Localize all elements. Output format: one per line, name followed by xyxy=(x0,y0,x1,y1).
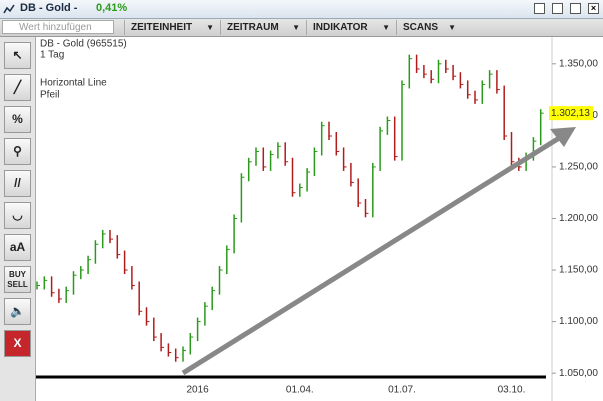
sound-tool[interactable]: 🔈 xyxy=(4,298,31,325)
chart: DB - Gold (965515) 1 Tag Horizontal Line… xyxy=(36,37,598,401)
close-window[interactable]: × xyxy=(588,3,599,14)
window-title: DB - Gold - xyxy=(20,2,78,14)
y-tick-label: 1.150,00 xyxy=(559,265,598,276)
channel-tool[interactable]: // xyxy=(4,170,31,197)
annotation: Horizontal Line xyxy=(40,78,107,89)
percent-tool[interactable]: % xyxy=(4,106,31,133)
restore[interactable] xyxy=(570,3,581,14)
toolbar: Wert hinzufügen ZEITEINHEIT ▼ ZEITRAUM ▼ I… xyxy=(0,19,603,37)
button-label: ZEITEINHEIT xyxy=(131,22,193,33)
y-tick-label: 1.250,00 xyxy=(559,162,598,173)
sell-label: SELL xyxy=(7,280,28,289)
title-bar: DB - Gold - 0,41% × xyxy=(0,0,603,19)
menu-button[interactable]: ZEITEINHEIT ▼ xyxy=(124,20,220,35)
cursor-tool[interactable]: ↖ xyxy=(4,42,31,69)
x-tick-label: 01.04. xyxy=(286,385,314,396)
chart-title: DB - Gold (965515) xyxy=(40,39,127,50)
annotation: Pfeil xyxy=(40,90,59,101)
y-tick-label: 1.050,00 xyxy=(559,368,598,379)
tool-panel: ↖ ╱ % ⚲ // ◡ aA BUY SELL 🔈 X xyxy=(0,37,36,401)
y-tick-label: 1.100,00 xyxy=(559,316,598,327)
price-label: 1.302,13 xyxy=(551,108,590,119)
price-label-box xyxy=(549,106,593,121)
x-tick-label: 03.10. xyxy=(498,385,526,396)
line-tool[interactable]: ╱ xyxy=(4,74,31,101)
menu-button[interactable]: INDIKATOR ▼ xyxy=(306,20,396,35)
app-icon xyxy=(3,4,15,14)
x-tick-label: 2016 xyxy=(186,385,209,396)
text-tool[interactable]: aA xyxy=(4,234,31,261)
delete-tool[interactable]: X xyxy=(4,330,31,357)
menu-button[interactable]: SCANS ▼ xyxy=(396,20,462,35)
button-label: INDIKATOR xyxy=(313,22,368,33)
arrow-head xyxy=(550,127,576,147)
minimize[interactable] xyxy=(534,3,545,14)
chart-subtitle: 1 Tag xyxy=(40,50,64,61)
menu-button[interactable]: ZEITRAUM ▼ xyxy=(220,20,306,35)
arc-tool[interactable]: ◡ xyxy=(4,202,31,229)
search-input[interactable]: Wert hinzufügen xyxy=(2,20,114,34)
zoom-tool[interactable]: ⚲ xyxy=(4,138,31,165)
maximize[interactable] xyxy=(552,3,563,14)
trade-tool[interactable]: BUY SELL xyxy=(4,266,31,293)
button-label: ZEITRAUM xyxy=(227,22,279,33)
arrow xyxy=(181,132,566,376)
x-tick-label: 01.07. xyxy=(388,385,416,396)
y-tick-label: 1.200,00 xyxy=(559,213,598,224)
change-percent: 0,41% xyxy=(96,2,128,14)
y-tick-label: 1.350,00 xyxy=(559,58,598,69)
buy-label: BUY xyxy=(9,270,26,279)
button-label: SCANS xyxy=(403,22,439,33)
